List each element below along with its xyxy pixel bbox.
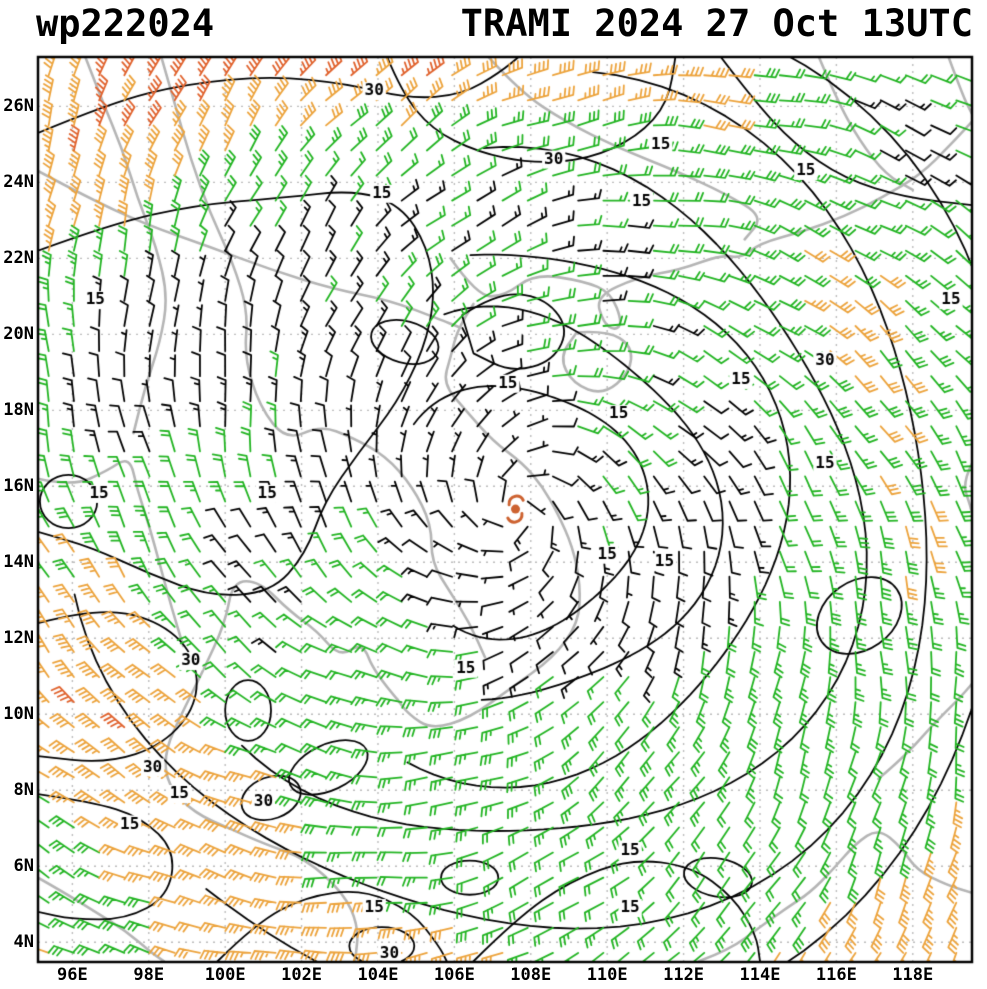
weather-map-page: wp222024 TRAMI 2024 27 Oct 13UTC 4N6N8N1…: [0, 0, 987, 989]
wind-barb-map-canvas: [0, 0, 987, 989]
